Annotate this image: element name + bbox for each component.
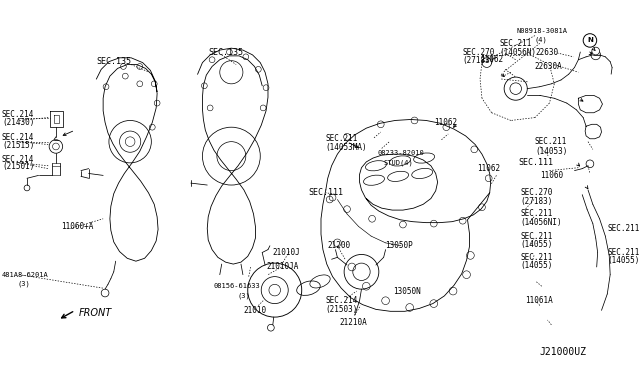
Text: (21515): (21515) xyxy=(2,141,35,150)
Text: (21430): (21430) xyxy=(2,118,35,127)
Text: SEC.211: SEC.211 xyxy=(520,232,553,241)
Text: SEC.111: SEC.111 xyxy=(518,158,554,167)
Text: SEC.214: SEC.214 xyxy=(2,133,35,142)
Circle shape xyxy=(583,34,596,47)
Text: (14055): (14055) xyxy=(520,240,553,249)
Text: SEC.214: SEC.214 xyxy=(2,154,35,164)
Text: SEC.211: SEC.211 xyxy=(326,134,358,143)
Text: 11062: 11062 xyxy=(434,118,457,127)
Text: SEC.270: SEC.270 xyxy=(520,188,553,197)
Text: SEC.111: SEC.111 xyxy=(308,188,344,197)
Text: N: N xyxy=(587,38,593,44)
Text: 11062: 11062 xyxy=(480,55,503,64)
Text: 481A8-6201A: 481A8-6201A xyxy=(2,272,49,278)
Text: 13050N: 13050N xyxy=(394,286,421,296)
Text: SEC.211: SEC.211 xyxy=(499,39,532,48)
Text: 08156-61633: 08156-61633 xyxy=(214,283,260,289)
Text: (14055): (14055) xyxy=(520,260,553,270)
Text: (14053MA): (14053MA) xyxy=(326,143,367,152)
Text: N08918-3081A: N08918-3081A xyxy=(516,28,568,34)
Text: 11060+A: 11060+A xyxy=(61,222,93,231)
Text: 11061A: 11061A xyxy=(525,296,553,305)
Text: 11060: 11060 xyxy=(540,171,563,180)
Circle shape xyxy=(49,140,63,153)
Text: SEC.211: SEC.211 xyxy=(520,253,553,262)
Text: 21200: 21200 xyxy=(328,241,351,250)
Text: 22630: 22630 xyxy=(535,48,558,57)
Text: SEC.214: SEC.214 xyxy=(2,110,35,119)
Text: SEC.211: SEC.211 xyxy=(535,137,568,146)
Text: SEC.135: SEC.135 xyxy=(97,57,131,66)
Text: STUD(4): STUD(4) xyxy=(383,160,413,166)
Text: SEC.211: SEC.211 xyxy=(607,248,639,257)
Text: SEC.211: SEC.211 xyxy=(607,224,639,233)
Text: J21000UZ: J21000UZ xyxy=(540,347,587,357)
Circle shape xyxy=(591,50,600,60)
Text: (3): (3) xyxy=(17,280,30,286)
Text: (21501): (21501) xyxy=(2,162,35,171)
Text: 21210A: 21210A xyxy=(339,318,367,327)
Text: (3): (3) xyxy=(237,293,250,299)
Text: SEC.211: SEC.211 xyxy=(520,209,553,218)
Text: (14056N): (14056N) xyxy=(499,48,536,57)
Text: SEC.270: SEC.270 xyxy=(463,48,495,57)
Circle shape xyxy=(344,254,379,289)
Text: 13050P: 13050P xyxy=(385,241,413,250)
Circle shape xyxy=(592,47,600,55)
Text: 11062: 11062 xyxy=(477,164,500,173)
Circle shape xyxy=(586,160,594,168)
Text: (14056NI): (14056NI) xyxy=(520,218,562,227)
Text: SEC.214: SEC.214 xyxy=(326,296,358,305)
Text: 21010J: 21010J xyxy=(273,248,301,257)
Text: (14055): (14055) xyxy=(607,256,639,265)
Circle shape xyxy=(482,58,492,67)
Text: (27183): (27183) xyxy=(463,56,495,65)
Text: FRONT: FRONT xyxy=(79,308,112,318)
Circle shape xyxy=(248,263,301,317)
Text: 21010JA: 21010JA xyxy=(266,263,298,272)
Text: (4): (4) xyxy=(534,36,547,43)
Circle shape xyxy=(504,77,527,100)
Text: 22630A: 22630A xyxy=(534,62,562,71)
Text: (21503): (21503) xyxy=(326,305,358,314)
Text: (14053): (14053) xyxy=(535,147,568,156)
Text: 21010: 21010 xyxy=(244,306,267,315)
Text: (27183): (27183) xyxy=(520,197,553,206)
Text: 08233-82010: 08233-82010 xyxy=(378,150,424,156)
Text: SEC.135: SEC.135 xyxy=(208,48,243,57)
